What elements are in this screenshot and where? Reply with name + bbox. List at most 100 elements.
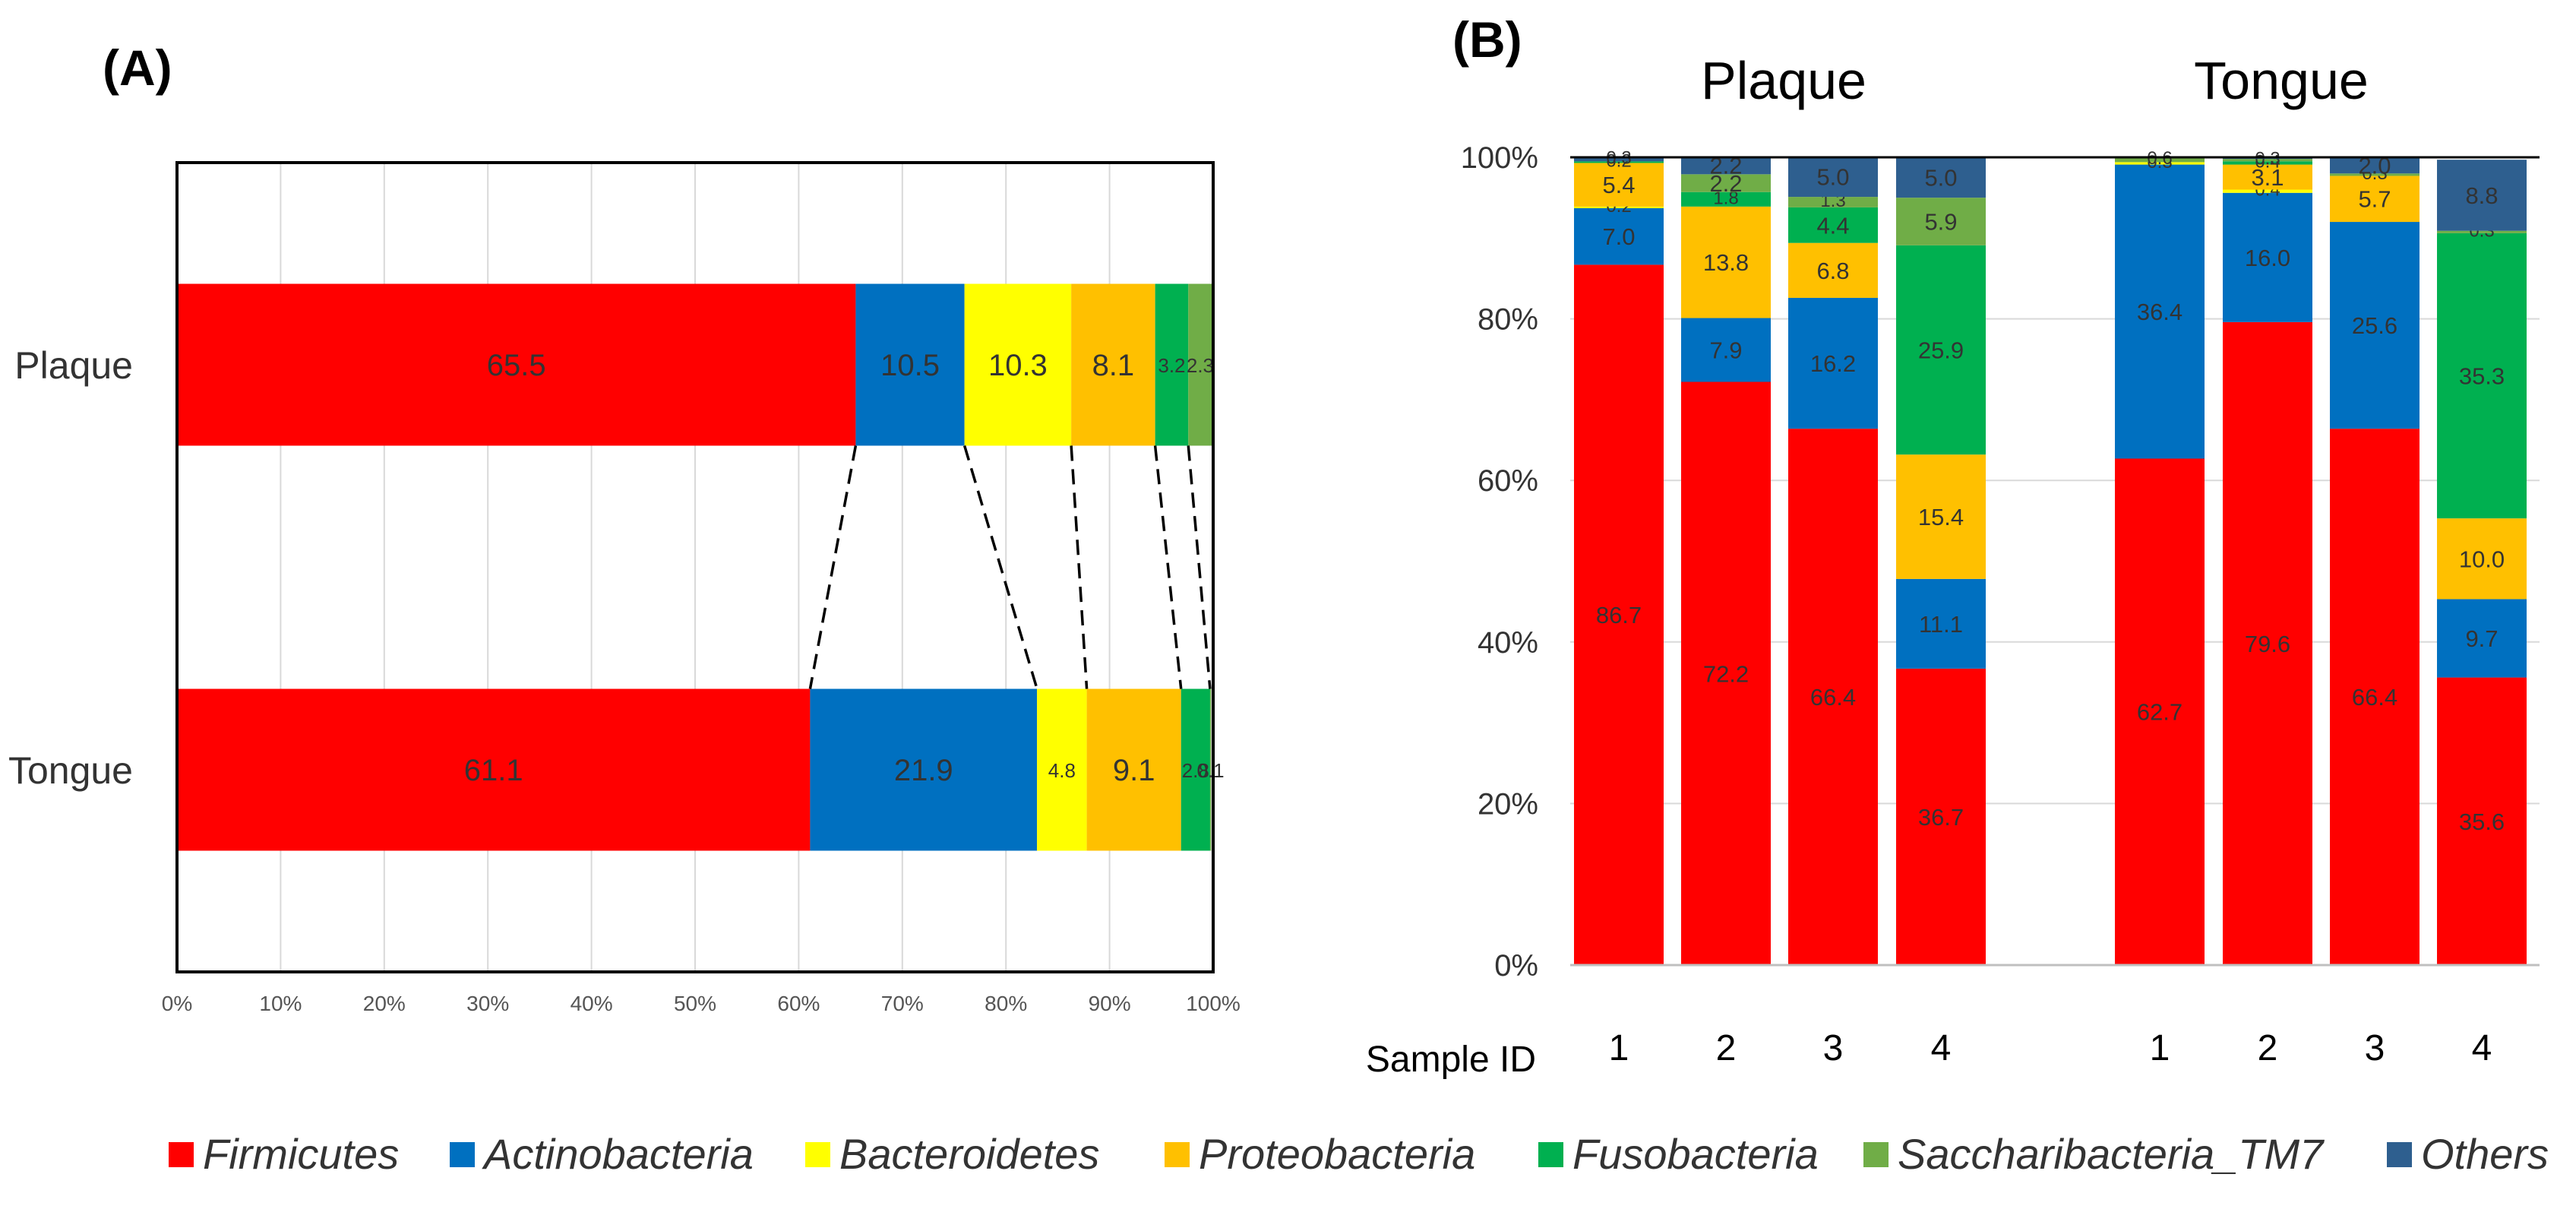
group-title-plaque: Plaque (1701, 51, 1866, 110)
bar-sample-5-bacteroidetes (2115, 162, 2205, 165)
bar-sample-7-proteobacteria (2330, 176, 2420, 223)
legend-label-bacteroidetes: Bacteroidetes (839, 1130, 1099, 1178)
bar-sample-5-firmicutes (2115, 458, 2205, 965)
bar-sample-4-others (1896, 157, 1986, 198)
data-label: 8.1 (1092, 349, 1135, 382)
bar-sample-2-actinobacteria (1681, 318, 1771, 382)
group-title-tongue: Tongue (2194, 51, 2369, 110)
bar-sample-1-proteobacteria (1574, 163, 1664, 207)
legend-label-others: Others (2421, 1130, 2549, 1178)
legend-label-fusobacteria: Fusobacteria (1572, 1130, 1819, 1178)
bar-tongue-proteobacteria (1086, 688, 1181, 851)
data-label: 15.4 (1918, 504, 1964, 530)
data-label: 9.7 (2465, 625, 2498, 652)
bar-sample-3-proteobacteria (1788, 242, 1878, 298)
legend-swatch-firmicutes (169, 1142, 194, 1167)
data-label: 61.1 (464, 754, 523, 787)
bar-sample-3-firmicutes (1788, 429, 1878, 965)
bar-sample-3-saccharibacteria-tm7 (1788, 197, 1878, 207)
data-label: 86.7 (1596, 602, 1642, 628)
bar-sample-8-actinobacteria (2437, 599, 2527, 678)
bar-sample-1-actinobacteria (1574, 207, 1664, 265)
sample-id-label: 3 (2365, 1028, 2385, 1068)
plot-border-a (175, 161, 1215, 973)
y-tick-label: 60% (1478, 464, 1538, 498)
bar-sample-4-proteobacteria (1896, 454, 1986, 579)
y-tick-label: 40% (1478, 626, 1538, 660)
sample-id-label: 4 (2472, 1028, 2492, 1068)
data-label: 3.2 (1158, 354, 1185, 377)
x-tick-label: 50% (674, 992, 716, 1015)
data-label: 25.9 (1918, 337, 1964, 364)
bar-sample-6-fusobacteria (2223, 161, 2312, 165)
bar-sample-3-fusobacteria (1788, 207, 1878, 243)
connector-line (1153, 445, 1183, 689)
data-label: 72.2 (1703, 660, 1749, 687)
legend-swatch-others (2387, 1142, 2412, 1167)
bar-sample-7-firmicutes (2330, 429, 2420, 965)
bar-plaque-firmicutes (177, 283, 856, 446)
bar-sample-4-firmicutes (1896, 668, 1986, 965)
category-label-tongue: Tongue (8, 749, 133, 792)
legend-swatch-fusobacteria (1538, 1142, 1563, 1167)
x-tick-label: 20% (363, 992, 406, 1015)
data-label: 0.3 (2147, 152, 2172, 172)
sample-id-label: 3 (1823, 1028, 1844, 1068)
data-label: 66.4 (1810, 684, 1856, 711)
data-label: 66.4 (2352, 684, 2397, 711)
data-label: 0.4 (2255, 151, 2280, 172)
bar-sample-6-bacteroidetes (2223, 189, 2312, 193)
bar-sample-2-fusobacteria (1681, 191, 1771, 207)
x-tick-label: 90% (1089, 992, 1131, 1015)
data-label: 5.0 (1924, 165, 1957, 191)
legend-swatch-saccharibacteria-tm7 (1863, 1142, 1889, 1167)
data-label: 62.7 (2137, 699, 2182, 726)
bar-sample-7-saccharibacteria-tm7 (2330, 173, 2420, 176)
bar-sample-2-proteobacteria (1681, 206, 1771, 318)
data-label: 2.8 (1182, 759, 1209, 782)
legend-swatch-proteobacteria (1165, 1142, 1190, 1167)
bar-sample-6-others (2223, 158, 2312, 160)
x-tick-label: 80% (985, 992, 1027, 1015)
connector-line (962, 445, 1038, 690)
bar-sample-5-actinobacteria (2115, 164, 2205, 459)
connector-line (1070, 445, 1089, 689)
data-label: 7.0 (1602, 223, 1635, 250)
data-label: 5.4 (1602, 172, 1635, 198)
x-tick-label: 40% (571, 992, 613, 1015)
bar-plaque-bacteroidetes (964, 283, 1072, 446)
panel-a: (A) 0% 10% 20% 30% 40% 50% 60% 70% 80% 90% 100% 65.5… (8, 40, 1241, 1015)
legend-label-firmicutes: Firmicutes (203, 1130, 399, 1178)
data-label: 10.5 (880, 349, 940, 382)
x-tick-label: 10% (259, 992, 302, 1015)
data-label: 21.9 (894, 754, 953, 787)
y-tick-label: 0% (1494, 949, 1538, 983)
bar-tongue-saccharibacteria-tm7 (1209, 688, 1212, 851)
bar-tongue-firmicutes (177, 688, 811, 851)
bar-sample-1-bacteroidetes (1574, 206, 1664, 208)
legend-swatch-bacteroidetes (805, 1142, 830, 1167)
bar-sample-8-firmicutes (2437, 677, 2527, 965)
bar-sample-8-proteobacteria (2437, 518, 2527, 600)
data-label: 8.8 (2465, 182, 2498, 209)
data-label: 3.1 (2251, 164, 2284, 191)
connector-line (808, 445, 858, 689)
data-label: 4.8 (1048, 759, 1076, 782)
legend-label-saccharibacteria-tm7: Saccharibacteria_TM7 (1898, 1130, 2325, 1178)
sample-id-label: 2 (1716, 1028, 1737, 1068)
data-label: 25.6 (2352, 312, 2397, 339)
panel-b-label: (B) (1452, 11, 1522, 68)
data-label: 6.8 (1816, 258, 1849, 284)
data-label: 5.9 (1924, 209, 1957, 236)
legend-label-proteobacteria: Proteobacteria (1199, 1130, 1475, 1178)
bar-sample-6-proteobacteria (2223, 164, 2312, 190)
bar-sample-6-actinobacteria (2223, 192, 2312, 322)
y-tick-label: 80% (1478, 303, 1538, 337)
sample-id-label: 1 (2150, 1028, 2170, 1068)
bar-tongue-actinobacteria (810, 688, 1038, 851)
y-tick-label: 100% (1461, 141, 1538, 175)
data-label: 10.0 (2459, 546, 2505, 572)
data-label: 16.2 (1810, 350, 1856, 377)
x-tick-label: 0% (162, 992, 192, 1015)
